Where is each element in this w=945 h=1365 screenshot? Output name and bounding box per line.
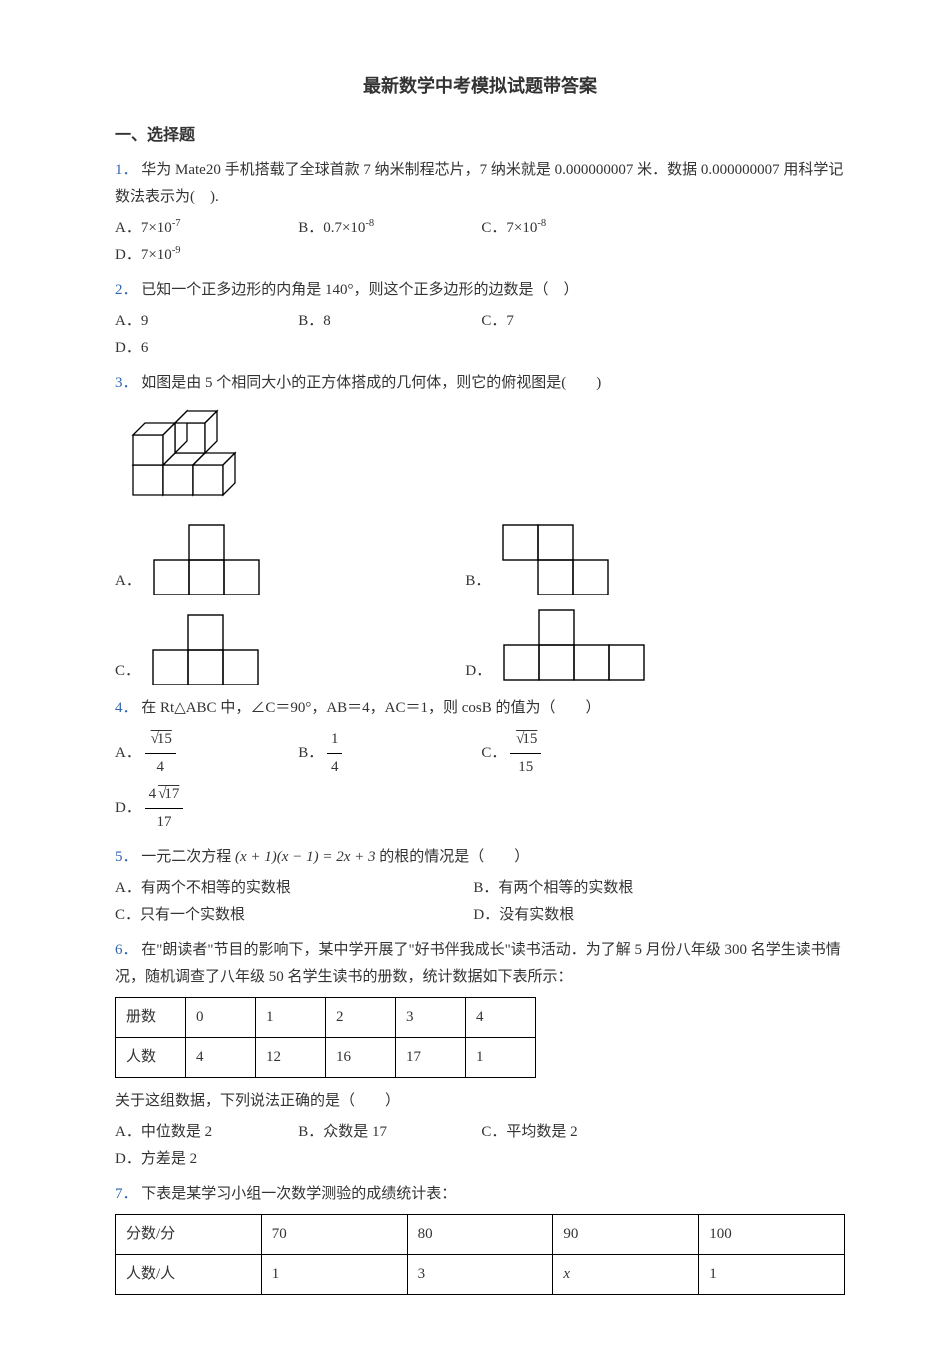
q5-number: 5． <box>115 849 138 865</box>
label-c: C． <box>115 658 140 685</box>
question-4: 4． 在 Rt△ABC 中，∠C＝90°，AB＝4，AC＝1，则 cosB 的值… <box>115 695 845 722</box>
table-cell: 分数/分 <box>116 1215 262 1255</box>
q1-opt-a: A．7×10-7 <box>115 215 290 242</box>
q4-text: 在 Rt△ABC 中，∠C＝90°，AB＝4，AC＝1，则 cosB 的值为（ … <box>141 700 600 716</box>
q5-options: A．有两个不相等的实数根 B．有两个相等的实数根 C．只有一个实数根 D．没有实… <box>115 875 845 929</box>
q1-number: 1． <box>115 162 138 178</box>
q2-options: A．9 B．8 C．7 D．6 <box>115 308 845 362</box>
q7-number: 7． <box>115 1186 138 1202</box>
q3-opt-c-figure <box>148 610 278 685</box>
q2-number: 2． <box>115 282 138 298</box>
table-cell: 4 <box>186 1038 256 1078</box>
table-cell: 3 <box>407 1255 553 1295</box>
q2-text: 已知一个正多边形的内角是 140°，则这个正多边形的边数是（ ） <box>141 282 578 298</box>
table-cell: 1 <box>261 1255 407 1295</box>
table-row: 册数 0 1 2 3 4 <box>116 998 536 1038</box>
table-cell: 12 <box>256 1038 326 1078</box>
q5-opt-a: A．有两个不相等的实数根 <box>115 875 465 902</box>
question-5: 5． 一元二次方程 (x + 1)(x − 1) = 2x + 3 的根的情况是… <box>115 844 845 871</box>
q5-post: 的根的情况是（ ） <box>379 849 529 865</box>
table-cell: 1 <box>699 1255 845 1295</box>
q2-opt-c: C．7 <box>481 308 656 335</box>
q3-options-row1: A． B． <box>115 520 845 595</box>
question-7: 7． 下表是某学习小组一次数学测验的成绩统计表： <box>115 1181 845 1208</box>
q5-opt-c: C．只有一个实数根 <box>115 902 465 929</box>
q3-options-row2: C． D． <box>115 605 845 685</box>
q3-text: 如图是由 5 个相同大小的正方体搭成的几何体，则它的俯视图是( ) <box>141 375 601 391</box>
q7-text: 下表是某学习小组一次数学测验的成绩统计表： <box>141 1186 456 1202</box>
q5-opt-d: D．没有实数根 <box>473 902 823 929</box>
label-d: D． <box>465 658 491 685</box>
q1-text: 华为 Mate20 手机搭载了全球首款 7 纳米制程芯片，7 纳米就是 0.00… <box>115 162 843 205</box>
q6-after: 关于这组数据，下列说法正确的是（ ） <box>115 1088 845 1115</box>
q4-opt-a: A． 154 <box>115 726 290 781</box>
table-cell: 册数 <box>116 998 186 1038</box>
q2-opt-d: D．6 <box>115 335 290 362</box>
table-cell: 100 <box>699 1215 845 1255</box>
q4-opt-d: D． 41717 <box>115 781 290 836</box>
q5-pre: 一元二次方程 <box>141 849 231 865</box>
table-cell: 1 <box>256 998 326 1038</box>
label-b: B． <box>465 568 490 595</box>
q2-opt-a: A．9 <box>115 308 290 335</box>
q7-table: 分数/分 70 80 90 100 人数/人 1 3 x 1 <box>115 1214 845 1295</box>
q3-solid-figure <box>123 405 845 510</box>
table-row: 分数/分 70 80 90 100 <box>116 1215 845 1255</box>
q3-opt-d-figure <box>499 605 649 685</box>
table-cell: 1 <box>466 1038 536 1078</box>
q4-options: A． 154 B． 14 C． 1515 D． 41717 <box>115 726 845 836</box>
q2-opt-b: B．8 <box>298 308 473 335</box>
q1-opt-d: D．7×10-9 <box>115 242 290 269</box>
q3-number: 3． <box>115 375 138 391</box>
q3-opt-a-figure <box>149 520 279 595</box>
page-title: 最新数学中考模拟试题带答案 <box>115 70 845 102</box>
q6-options: A．中位数是 2 B．众数是 17 C．平均数是 2 D．方差是 2 <box>115 1119 845 1173</box>
question-1: 1． 华为 Mate20 手机搭载了全球首款 7 纳米制程芯片，7 纳米就是 0… <box>115 157 845 211</box>
q5-equation: (x + 1)(x − 1) = 2x + 3 <box>235 849 375 865</box>
table-row: 人数/人 1 3 x 1 <box>116 1255 845 1295</box>
table-cell: x <box>553 1255 699 1295</box>
table-cell: 3 <box>396 998 466 1038</box>
question-2: 2． 已知一个正多边形的内角是 140°，则这个正多边形的边数是（ ） <box>115 277 845 304</box>
q3-opt-b-figure <box>498 520 628 595</box>
q1-options: A．7×10-7 B．0.7×10-8 C．7×10-8 D．7×10-9 <box>115 215 845 269</box>
q6-opt-a: A．中位数是 2 <box>115 1119 290 1146</box>
table-cell: 4 <box>466 998 536 1038</box>
q4-number: 4． <box>115 700 138 716</box>
q6-opt-b: B．众数是 17 <box>298 1119 473 1146</box>
q6-number: 6． <box>115 942 138 958</box>
table-cell: 0 <box>186 998 256 1038</box>
question-3: 3． 如图是由 5 个相同大小的正方体搭成的几何体，则它的俯视图是( ) <box>115 370 845 397</box>
question-6: 6． 在"朗读者"节目的影响下，某中学开展了"好书伴我成长"读书活动．为了解 5… <box>115 937 845 991</box>
q1-opt-b: B．0.7×10-8 <box>298 215 473 242</box>
q6-table: 册数 0 1 2 3 4 人数 4 12 16 17 1 <box>115 997 536 1078</box>
table-cell: 80 <box>407 1215 553 1255</box>
table-cell: 2 <box>326 998 396 1038</box>
q4-opt-b: B． 14 <box>298 726 473 781</box>
table-cell: 70 <box>261 1215 407 1255</box>
q5-opt-b: B．有两个相等的实数根 <box>473 875 823 902</box>
q6-opt-c: C．平均数是 2 <box>481 1119 656 1146</box>
table-cell: 16 <box>326 1038 396 1078</box>
table-cell: 17 <box>396 1038 466 1078</box>
label-a: A． <box>115 568 141 595</box>
section-header: 一、选择题 <box>115 122 845 151</box>
table-cell: 人数/人 <box>116 1255 262 1295</box>
table-cell: 90 <box>553 1215 699 1255</box>
table-row: 人数 4 12 16 17 1 <box>116 1038 536 1078</box>
q4-opt-c: C． 1515 <box>481 726 656 781</box>
q6-text: 在"朗读者"节目的影响下，某中学开展了"好书伴我成长"读书活动．为了解 5 月份… <box>115 942 841 985</box>
q6-opt-d: D．方差是 2 <box>115 1146 290 1173</box>
table-cell: 人数 <box>116 1038 186 1078</box>
q1-opt-c: C．7×10-8 <box>481 215 656 242</box>
